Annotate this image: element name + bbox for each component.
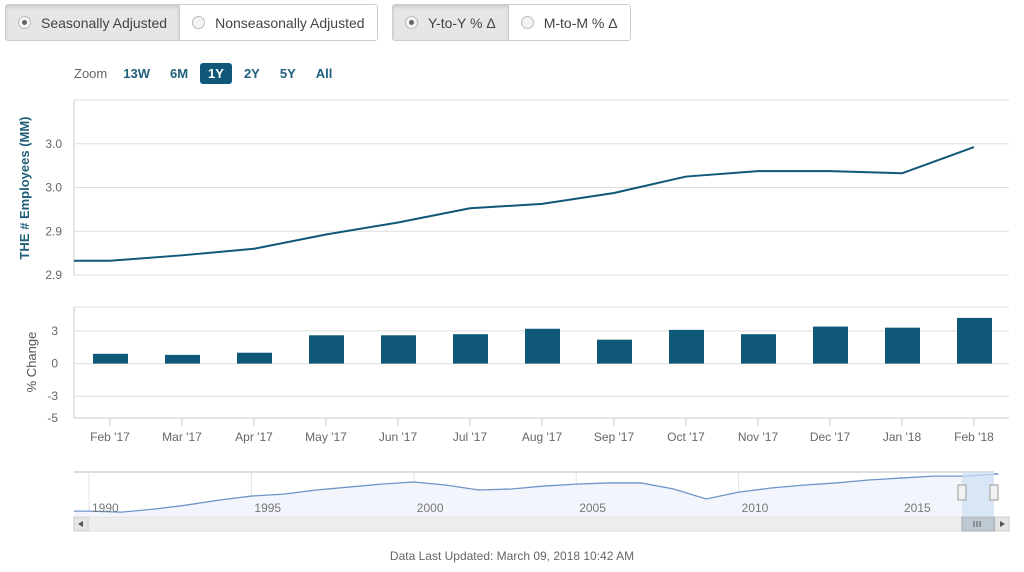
radio-icon <box>520 16 534 29</box>
y-to-y-option[interactable]: Y-to-Y % Δ <box>393 5 508 40</box>
navigator-x-label: 1990 <box>92 501 119 515</box>
series-line <box>74 146 975 262</box>
x-tick-label: Dec '17 <box>810 430 851 444</box>
x-tick-label: Jul '17 <box>453 430 488 444</box>
seasonally-adjusted-option[interactable]: Seasonally Adjusted <box>6 5 180 40</box>
nonseasonally-adjusted-option[interactable]: Nonseasonally Adjusted <box>179 5 377 40</box>
data-last-updated: Data Last Updated: March 09, 2018 10:42 … <box>389 549 635 563</box>
x-tick-label: Sep '17 <box>594 430 635 444</box>
navigator-x-label: 1995 <box>254 501 281 515</box>
zoom-bar: Zoom 13W 6M 1Y 2Y 5Y All <box>74 63 344 84</box>
scrollbar-track[interactable] <box>73 516 1010 532</box>
x-tick-label: Mar '17 <box>162 430 202 444</box>
navigator-line <box>74 473 999 513</box>
navigator-selection[interactable] <box>962 472 994 516</box>
zoom-1y-button[interactable]: 1Y <box>200 63 232 84</box>
navigator-area <box>74 473 999 516</box>
zoom-5y-button[interactable]: 5Y <box>279 66 296 81</box>
y-tick-label: 0 <box>51 357 58 371</box>
bar[interactable] <box>453 334 488 364</box>
bar[interactable] <box>165 354 200 364</box>
y-axis-title: % Change <box>24 332 39 393</box>
zoom-13w-button[interactable]: 13W <box>123 66 150 81</box>
scrollbar-thumb[interactable] <box>961 516 995 532</box>
option-label: Y-to-Y % Δ <box>428 14 496 31</box>
navigator-x-label: 2005 <box>579 501 606 515</box>
bar[interactable] <box>237 352 272 364</box>
navigator-handle[interactable] <box>957 484 967 501</box>
x-tick-label: Jan '18 <box>883 430 922 444</box>
navigator-x-label: 2010 <box>742 501 769 515</box>
x-tick-label: Apr '17 <box>235 430 273 444</box>
bar[interactable] <box>309 335 344 364</box>
bar[interactable] <box>813 326 848 364</box>
zoom-6m-button[interactable]: 6M <box>169 66 189 81</box>
y-tick-label: 3 <box>51 324 58 338</box>
x-tick-label: Aug '17 <box>522 430 563 444</box>
bar[interactable] <box>381 335 416 364</box>
x-tick-label: Feb '18 <box>954 430 994 444</box>
option-label: Seasonally Adjusted <box>41 14 168 31</box>
bar[interactable] <box>597 339 632 364</box>
zoom-label: Zoom <box>74 66 108 81</box>
navigator-handle[interactable] <box>989 484 999 501</box>
bar[interactable] <box>957 317 992 364</box>
zoom-all-button[interactable]: All <box>315 66 333 81</box>
y-tick-label: 2.9 <box>45 224 62 238</box>
option-label: M-to-M % Δ <box>543 14 618 31</box>
change-toggle: Y-to-Y % Δ M-to-M % Δ <box>392 4 631 41</box>
navigator-x-label: 2015 <box>904 501 931 515</box>
x-tick-label: Nov '17 <box>738 430 779 444</box>
navigator-x-label: 2000 <box>417 501 444 515</box>
arrow-right-icon <box>1000 521 1005 527</box>
x-tick-label: Oct '17 <box>667 430 705 444</box>
chart: 2.9 2.9 3.0 3.0 THE # Employees (MM) 3 0 -3 -5 % … <box>17 99 1010 532</box>
grip-icon <box>973 521 981 527</box>
option-label: Nonseasonally Adjusted <box>215 14 365 31</box>
zoom-2y-button[interactable]: 2Y <box>243 66 260 81</box>
x-tick-label: May '17 <box>305 430 347 444</box>
x-tick-label: Feb '17 <box>90 430 130 444</box>
y-tick-label: 3.0 <box>45 137 62 151</box>
m-to-m-option[interactable]: M-to-M % Δ <box>507 5 630 40</box>
radio-icon <box>192 16 206 29</box>
bar[interactable] <box>669 329 704 364</box>
radio-icon <box>18 16 31 29</box>
arrow-left-icon <box>78 521 83 527</box>
y-axis-title: THE # Employees (MM) <box>17 116 32 259</box>
adjustment-toggle: Seasonally Adjusted Nonseasonally Adjust… <box>5 4 378 41</box>
y-tick-label: 3.0 <box>45 181 62 195</box>
bar[interactable] <box>741 334 776 364</box>
x-tick-label: Jun '17 <box>379 430 418 444</box>
bar[interactable] <box>885 327 920 364</box>
y-tick-label: 2.9 <box>45 268 62 282</box>
bar[interactable] <box>525 328 560 364</box>
bar[interactable] <box>93 353 128 364</box>
y-tick-label: -5 <box>47 411 58 425</box>
y-tick-label: -3 <box>47 389 58 403</box>
radio-icon <box>405 16 418 29</box>
